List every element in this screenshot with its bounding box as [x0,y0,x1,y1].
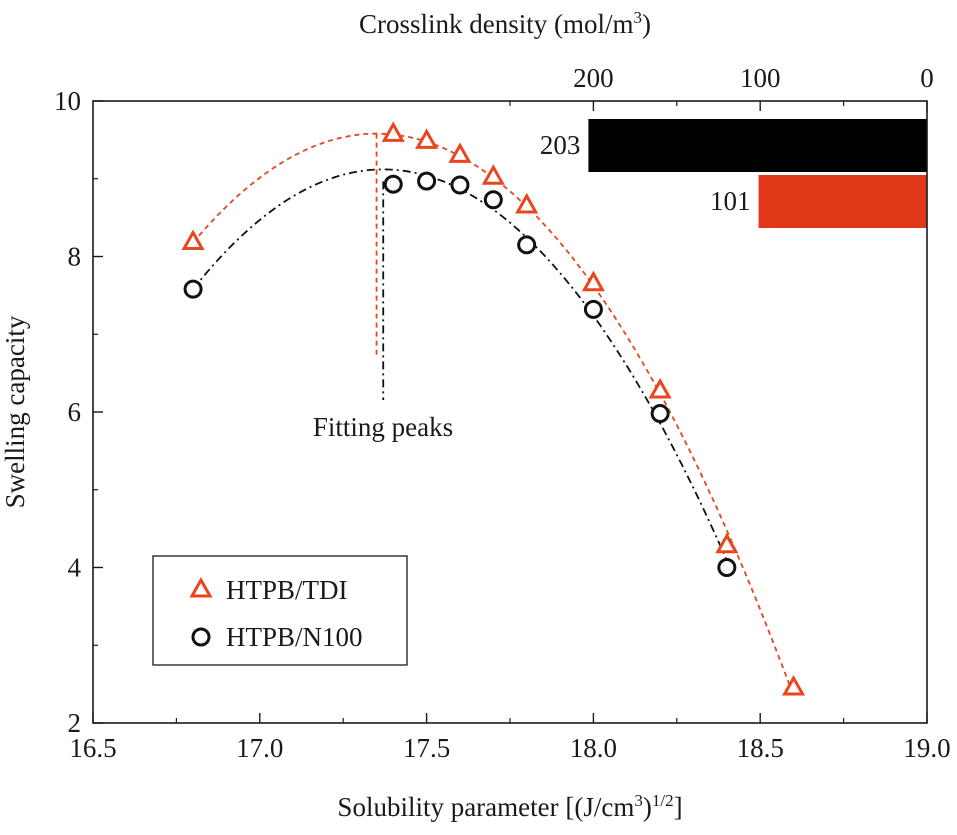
data-point-circle [483,190,503,210]
data-points [181,121,806,696]
y-tick-label: 4 [68,553,82,583]
legend-label-htpb-tdi: HTPB/TDI [226,575,348,605]
x-tick-label: 18.5 [737,733,784,763]
data-point-triangle [448,142,472,163]
crosslink-bar-label: 101 [710,186,751,216]
axis-ticks: 16.5 17.0 17.5 18.0 18.5 19.0 2 4 6 8 10 200 100 0 [54,63,951,763]
x-tick-label: 19.0 [903,733,950,763]
y-tick-label: 10 [54,86,81,116]
data-point-triangle [715,532,739,554]
legend-marker-triangle [189,576,213,598]
data-point-circle [183,279,203,299]
data-point-circle [717,558,737,577]
x-tick-label: 18.0 [570,733,617,763]
top-axis-label: Crosslink density (mol/m3) [359,8,651,39]
x-tick-label: 17.0 [236,733,283,763]
top-tick-label: 200 [573,63,614,93]
peak-lines [375,133,385,400]
legend-label-htpb-n100: HTPB/N100 [226,622,363,652]
data-point-triangle [648,377,672,399]
annotation-fitting-peaks: Fitting peaks [313,412,453,442]
legend: HTPB/TDI HTPB/N100 [152,555,408,666]
y-tick-label: 8 [68,242,82,272]
data-point-circle [450,175,470,195]
y-tick-label: 6 [68,397,82,427]
data-point-triangle [481,164,505,185]
data-point-triangle [181,229,205,251]
y-axis-label: Swelling capacity [0,315,30,508]
legend-marker-circle [191,627,211,647]
data-point-triangle [581,270,605,292]
data-point-triangle [381,121,405,142]
top-tick-label: 100 [740,63,781,93]
y-tick-label: 2 [68,708,82,738]
data-point-triangle [781,674,806,696]
x-tick-label: 17.5 [403,733,450,763]
data-point-circle [383,174,403,194]
data-point-triangle [415,128,439,149]
x-tick-label: 16.5 [69,733,116,763]
data-point-circle [583,299,603,319]
data-point-circle [517,235,537,255]
crosslink-bar-label: 203 [540,130,581,160]
crosslink-bars: 203 101 [540,119,927,228]
crosslink-bar [588,119,927,172]
top-tick-label: 0 [920,63,934,93]
x-axis-label: Solubility parameter [(J/cm3)1/2] [337,791,682,822]
data-point-circle [650,404,670,424]
legend-box [152,555,408,666]
fit-curve-htpb-n100 [192,168,728,561]
data-point-triangle [515,192,539,214]
data-point-circle [417,171,437,191]
fit-curve-htpb-tdi [192,132,795,697]
crosslink-bar [758,175,927,228]
